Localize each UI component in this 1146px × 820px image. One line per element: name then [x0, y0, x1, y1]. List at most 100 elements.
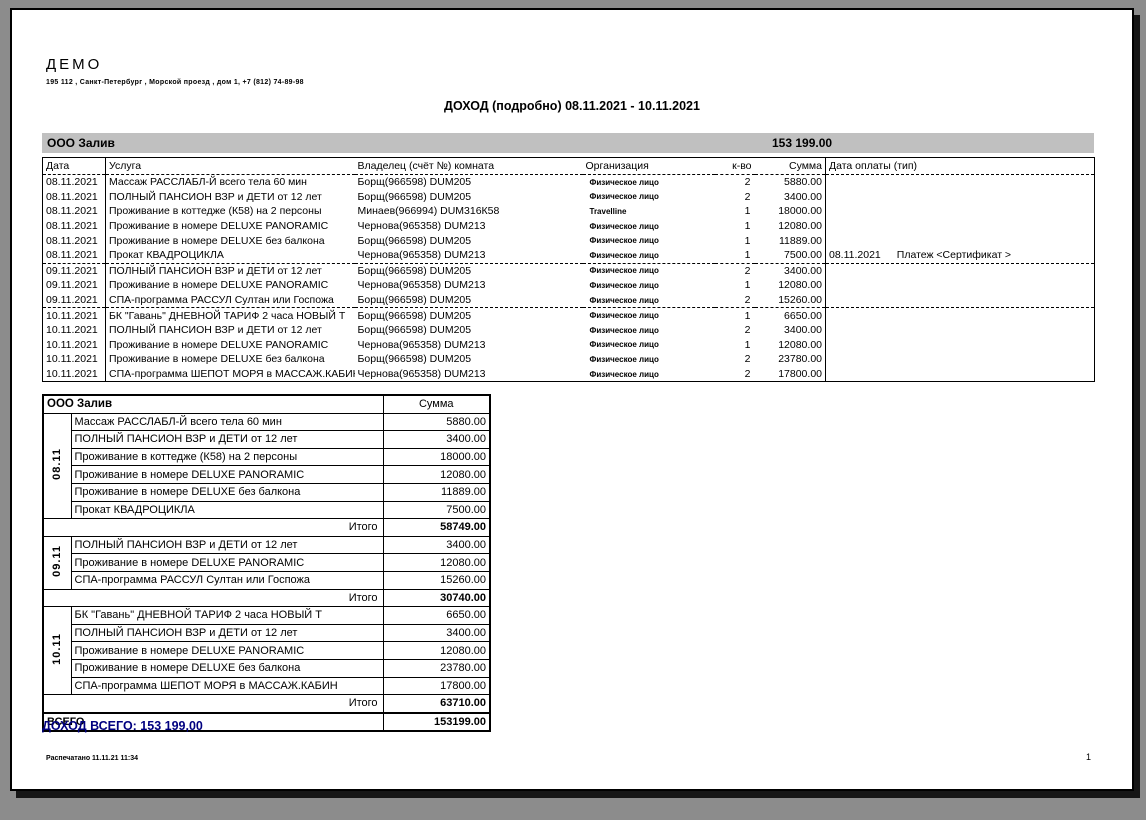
summary-header-sum: Сумма	[382, 394, 491, 414]
cell-qty: 1	[714, 247, 755, 264]
cell-owner: Борщ(966598) DUM205	[357, 324, 472, 337]
group-total-row: Итого 58749.00	[42, 518, 491, 537]
cell-sum: 3400.00	[754, 189, 826, 205]
cell-sum: 12080.00	[754, 278, 826, 293]
detail-row: 10.11.2021 Проживание в номере DELUXE без…	[42, 352, 1095, 367]
cell-sum: 3400.00	[754, 263, 826, 279]
cell-qty: 1	[744, 279, 751, 292]
cell-service: Массаж РАССЛАБЛ-Й всего тела 60 мин	[109, 176, 307, 189]
payment-type: Платеж <Сертификат >	[896, 249, 1012, 262]
summary-sum: 12080.00	[382, 553, 491, 572]
summary-service: СПА-программа РАССУЛ Султан или Госпожа	[70, 570, 384, 590]
summary-service: Проживание в номере DELUXE без балкона	[70, 658, 384, 678]
cell-qty: 2	[714, 292, 755, 309]
cell-service: Проживание в номере DELUXE PANORAMIC	[109, 338, 329, 351]
cell-org: Физическое лицо	[589, 354, 659, 364]
summary-row: ПОЛНЫЙ ПАНСИОН ВЗР и ДЕТИ от 12 лет 3400.…	[43, 623, 491, 643]
cell-sum: 12080.00	[754, 218, 826, 234]
cell-date: 09.11.2021	[42, 278, 106, 293]
cell-date: 08.11.2021	[42, 174, 106, 190]
cell-org: Физическое лицо	[589, 177, 659, 187]
summary-service: Прокат КВАДРОЦИКЛА	[70, 500, 384, 520]
summary-service: Проживание в коттедже (К58) на 2 персоны	[70, 447, 384, 467]
summary-table: ООО Залив Сумма 08.11 Массаж РАССЛАБЛ-Й в…	[42, 394, 492, 733]
summary-sum: 11889.00	[382, 482, 491, 502]
detail-row: 09.11.2021 СПА-программа РАССУЛ Султан ил…	[42, 292, 1095, 309]
detail-row: 08.11.2021 Проживание в номере DELUXE без…	[42, 233, 1095, 248]
cell-org: Физическое лицо	[589, 311, 659, 321]
cell-date: 08.11.2021	[42, 204, 106, 219]
cell-owner: Чернова(965358) DUM213	[357, 279, 486, 292]
date-group-cell: 10.11	[42, 606, 72, 696]
organization-name: ООО Залив	[47, 136, 115, 150]
cell-service: СПА-программа РАССУЛ Султан или Госпожа	[105, 292, 355, 309]
cell-org: Физическое лицо	[589, 280, 659, 290]
group-total-row: Итого 30740.00	[42, 588, 491, 608]
col-header-qty: к-во	[714, 157, 755, 175]
col-header-payment: Дата оплаты (тип)	[825, 157, 1095, 175]
detail-row: 10.11.2021 ПОЛНЫЙ ПАНСИОН ВЗР и ДЕТИ от 1…	[42, 322, 1095, 338]
summary-sum: 12080.00	[382, 641, 491, 660]
cell-org: Физическое лицо	[589, 340, 659, 350]
cell-service: Проживание в номере DELUXE PANORAMIC	[109, 220, 329, 233]
summary-row: Проживание в коттедже (К58) на 2 персоны…	[43, 447, 491, 467]
cell-sum: 11889.00	[754, 233, 826, 248]
cell-owner: Борщ(966598) DUM205	[357, 234, 472, 247]
summary-sum: 18000.00	[382, 447, 491, 467]
summary-service: Проживание в номере DELUXE без балкона	[70, 482, 384, 502]
cell-payment	[826, 323, 1095, 338]
summary-header-row: ООО Залив Сумма	[42, 394, 491, 414]
cell-sum: 6650.00	[754, 307, 826, 323]
detail-row: 08.11.2021 Массаж РАССЛАБЛ-Й всего тела 6…	[42, 174, 1095, 190]
cell-owner: Чернова(965358) DUM213	[357, 338, 486, 351]
summary-sum: 7500.00	[382, 500, 491, 520]
cell-qty: 1	[744, 338, 751, 351]
grand-total-value: 153199.00	[382, 711, 491, 732]
summary-service: Проживание в номере DELUXE PANORAMIC	[70, 641, 384, 660]
cell-sum: 17800.00	[754, 366, 826, 382]
cell-date: 10.11.2021	[42, 307, 106, 323]
summary-row: 08.11 Массаж РАССЛАБЛ-Й всего тела 60 мин…	[42, 412, 491, 520]
cell-qty: 1	[744, 205, 751, 218]
cell-owner: Минаев(966994) DUM316К58	[357, 205, 500, 218]
group-total-value: 30740.00	[382, 588, 491, 608]
cell-org: Физическое лицо	[589, 325, 659, 335]
grand-total-row: ВСЕГО 153199.00	[42, 711, 491, 732]
cell-org: Физическое лицо	[589, 192, 659, 202]
cell-org: Физическое лицо	[582, 247, 715, 264]
cell-sum: 23780.00	[754, 352, 826, 367]
cell-payment	[826, 233, 1095, 248]
summary-service: БК "Гавань" ДНЕВНОЙ ТАРИФ 2 часа НОВЫЙ Т	[70, 606, 384, 625]
summary-service: Проживание в номере DELUXE PANORAMIC	[70, 465, 384, 484]
summary-sum: 3400.00	[382, 535, 491, 555]
cell-qty: 2	[744, 353, 751, 366]
cell-date: 08.11.2021	[42, 233, 106, 248]
summary-row: СПА-программа РАССУЛ Султан или Госпожа 1…	[43, 570, 491, 590]
cell-service: ПОЛНЫЙ ПАНСИОН ВЗР и ДЕТИ от 12 лет	[109, 324, 322, 337]
col-header-owner: Владелец (счёт №) комната	[354, 157, 583, 175]
group-total-label: Итого	[42, 694, 384, 714]
summary-row: ПОЛНЫЙ ПАНСИОН ВЗР и ДЕТИ от 12 лет 3400.…	[43, 430, 491, 449]
cell-owner: Борщ(966598) DUM205	[357, 353, 472, 366]
cell-qty: 2	[744, 264, 751, 277]
cell-service: Проживание в номере DELUXE PANORAMIC	[109, 279, 329, 292]
cell-sum: 12080.00	[754, 337, 826, 353]
cell-date: 09.11.2021	[42, 263, 106, 279]
cell-date: 10.11.2021	[42, 322, 106, 338]
detail-row: 08.11.2021 Прокат КВАДРОЦИКЛА Чернова(9653…	[42, 247, 1095, 264]
cell-payment	[826, 204, 1095, 219]
cell-qty: 1	[744, 220, 751, 233]
cell-qty: 2	[744, 176, 751, 189]
cell-service: Проживание в коттедже (К58) на 2 персоны	[109, 205, 322, 218]
cell-sum: 5880.00	[754, 174, 826, 190]
summary-service: Массаж РАССЛАБЛ-Й всего тела 60 мин	[70, 412, 384, 432]
cell-owner: Борщ(966598) DUM205	[357, 190, 472, 203]
summary-sum: 6650.00	[382, 606, 491, 625]
cell-sum: 18000.00	[754, 204, 826, 219]
detail-table-body: 08.11.2021 Массаж РАССЛАБЛ-Й всего тела 6…	[42, 174, 1095, 382]
group-total-value: 58749.00	[382, 518, 491, 537]
cell-payment: 08.11.2021 Платеж <Сертификат >	[825, 247, 1095, 264]
cell-payment	[826, 352, 1095, 367]
cell-date: 08.11.2021	[42, 189, 106, 205]
cell-date: 10.11.2021	[42, 352, 106, 367]
